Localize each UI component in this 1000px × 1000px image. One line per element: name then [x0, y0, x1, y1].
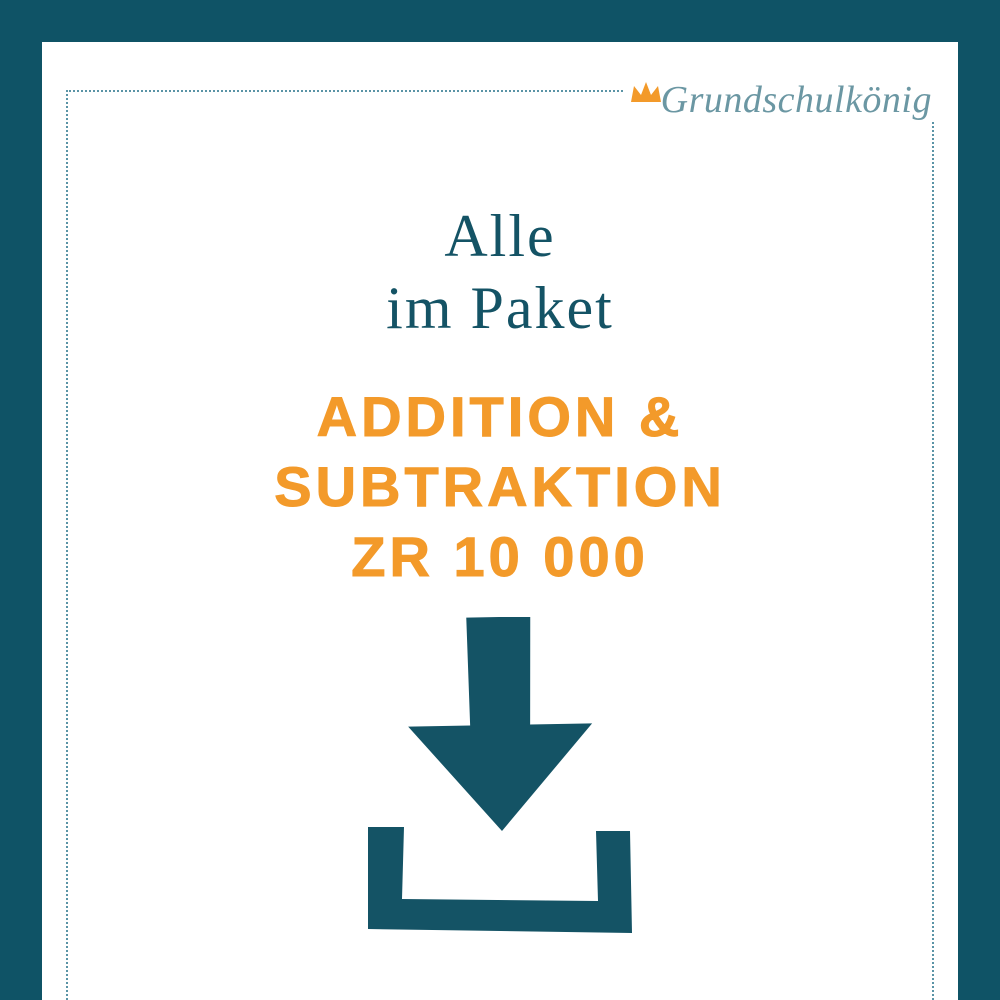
headline-line2: im Paket	[42, 272, 958, 344]
crown-icon	[629, 72, 663, 98]
brand-text: Grundschulkönig	[661, 78, 932, 122]
subtitle-line3: ZR 10 000	[42, 522, 958, 592]
headline: Alle im Paket	[42, 200, 958, 344]
subtitle-line1: ADDITION &	[42, 382, 958, 452]
subtitle-line2: SUBTRAKTION	[42, 452, 958, 522]
brand-logo: Grundschulkönig	[623, 78, 938, 122]
subtitle: ADDITION & SUBTRAKTION ZR 10 000	[42, 382, 958, 592]
paper-card: Grundschulkönig Alle im Paket ADDITION &…	[42, 42, 958, 1000]
download-icon	[350, 617, 650, 947]
headline-line1: Alle	[42, 200, 958, 272]
